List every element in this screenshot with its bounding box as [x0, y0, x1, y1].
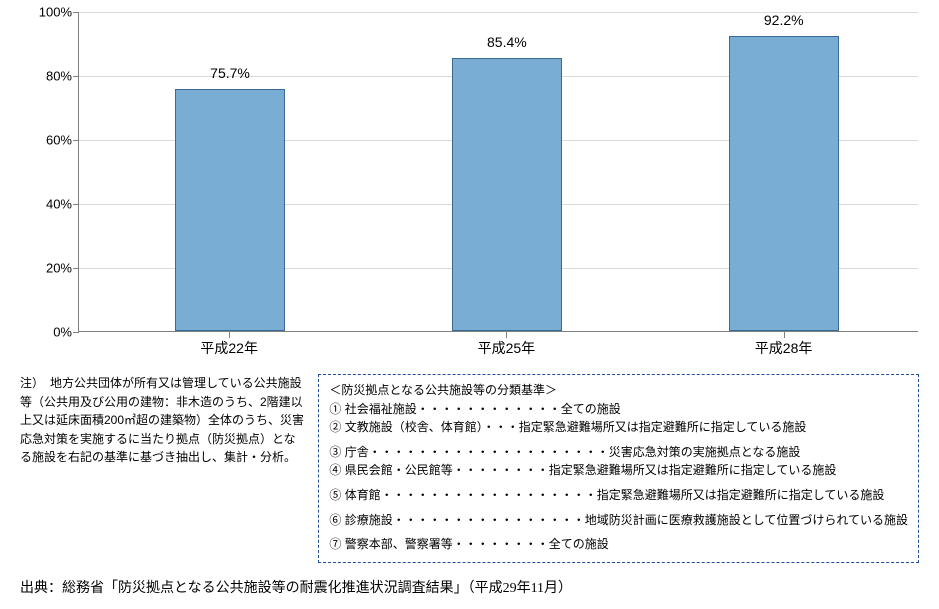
y-axis: 0%20%40%60%80%100% [20, 12, 78, 332]
box-item: ⑤ 体育館・・・・・・・・・・・・・・・・・・指定緊急避難場所又は指定避難所に指… [329, 486, 908, 505]
box-item: ① 社会福祉施設・・・・・・・・・・・・全ての施設 [329, 400, 908, 419]
box-item: ④ 県民会館・公民館等・・・・・・・・指定緊急避難場所又は指定避難所に指定してい… [329, 461, 908, 480]
box-item: ② 文教施設（校舎、体育館）・・・指定緊急避難場所又は指定避難所に指定している施… [329, 418, 908, 437]
bar [729, 36, 839, 331]
plot-area: 75.7% 85.4% 92.2% [78, 12, 918, 332]
bar-group: 92.2% [729, 36, 839, 331]
bar-value-label: 92.2% [764, 12, 804, 30]
box-item: ⑦ 警察本部、警察署等・・・・・・・・全ての施設 [329, 535, 908, 554]
y-tick-label: 40% [46, 197, 72, 212]
source-text: 出典：総務省「防災拠点となる公共施設等の耐震化推進状況調査結果」（平成29年11… [20, 577, 919, 597]
classification-box: ＜防災拠点となる公共施設等の分類基準＞① 社会福祉施設・・・・・・・・・・・・全… [318, 374, 919, 563]
notes-row: 注） 地方公共団体が所有又は管理している公共施設等（公共用及び公用の建物：非木造… [20, 374, 919, 563]
box-title: ＜防災拠点となる公共施設等の分類基準＞ [329, 381, 908, 400]
box-item: ③ 庁舎・・・・・・・・・・・・・・・・・・・・災害応急対策の実施拠点となる施設 [329, 443, 908, 462]
y-tick-label: 20% [46, 261, 72, 276]
bar-group: 75.7% [175, 89, 285, 331]
x-axis: 平成22年 平成25年 平成28年 [78, 332, 918, 362]
y-tick-label: 100% [39, 5, 72, 20]
x-axis-label: 平成28年 [755, 338, 813, 358]
bar-value-label: 75.7% [210, 65, 250, 83]
y-tick-label: 0% [53, 325, 72, 340]
bar-value-label: 85.4% [487, 34, 527, 52]
x-axis-label: 平成22年 [200, 338, 258, 358]
y-tick-label: 60% [46, 133, 72, 148]
footnote-left: 注） 地方公共団体が所有又は管理している公共施設等（公共用及び公用の建物：非木造… [20, 374, 306, 467]
x-axis-label: 平成25年 [478, 338, 536, 358]
y-tick-label: 80% [46, 69, 72, 84]
bar [452, 58, 562, 331]
bar [175, 89, 285, 331]
box-item: ⑥ 診療施設・・・・・・・・・・・・・・・・地域防災計画に医療救護施設として位置… [329, 511, 908, 530]
bar-group: 85.4% [452, 58, 562, 331]
bar-chart: 0%20%40%60%80%100% 75.7%85.4%92.2% 平成22年… [20, 12, 920, 372]
